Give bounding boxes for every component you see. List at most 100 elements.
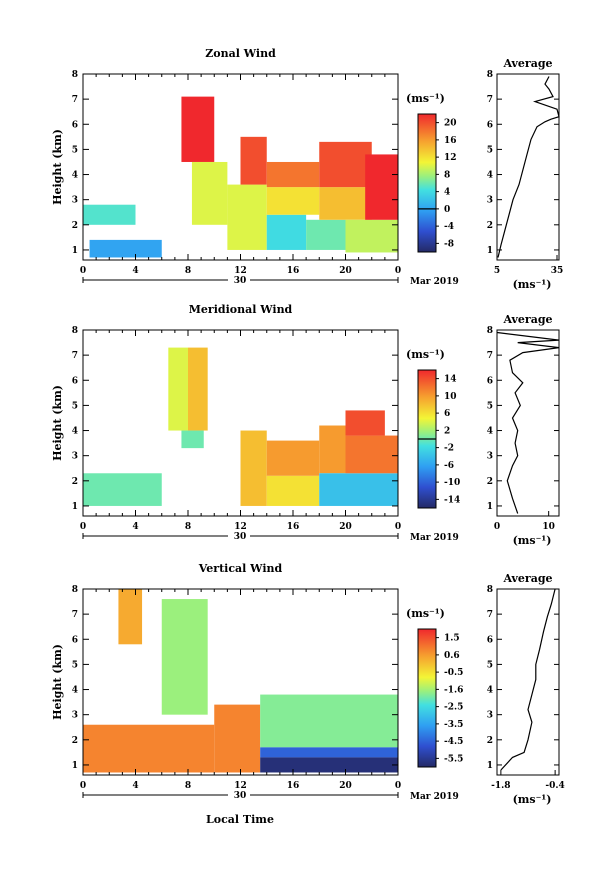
colorbar-tick-label: 14 [444, 375, 457, 385]
colorbar-tick-label: 20 [444, 119, 457, 129]
y-tick-label: 8 [72, 326, 78, 336]
colorbar-unit: (ms⁻¹) [406, 348, 445, 361]
y-tick-label: 4 [72, 686, 78, 696]
colorbar-tick-label: -4.5 [444, 737, 463, 747]
y-tick-label: 5 [72, 145, 78, 155]
profile-y-tick-label: 7 [487, 610, 493, 620]
profile-frame [496, 73, 560, 261]
heatmap-cell [319, 473, 398, 506]
profile-y-tick-label: 3 [487, 196, 493, 206]
heatmap-cells [83, 347, 398, 506]
y-tick-label: 3 [72, 452, 78, 462]
colorbar-tick-label: 2 [444, 426, 450, 436]
colorbar-tick-label: -5.5 [444, 754, 463, 764]
profile-y-tick-label: 2 [487, 221, 493, 231]
y-tick-label: 1 [72, 502, 78, 512]
heatmap-cell [240, 430, 267, 506]
day-label-bg [228, 531, 250, 541]
profile-y-tick-label: 8 [487, 585, 493, 595]
heatmap-cell [181, 430, 204, 449]
x-tick-label: 4 [132, 781, 138, 791]
profile-y-tick-label: 7 [487, 351, 493, 361]
day-label: 30 [234, 791, 247, 801]
x-tick-label: 20 [339, 266, 352, 276]
date-label: Mar 2019 [410, 277, 459, 287]
profile-y-tick-label: 5 [487, 145, 493, 155]
day-label: 30 [234, 532, 247, 542]
colorbar-tick-label: -14 [444, 495, 460, 505]
colorbar-tick-label: 8 [444, 170, 450, 180]
day-label-bg [228, 790, 250, 800]
colorbar-tick-label: -8 [444, 239, 454, 249]
colorbar-tick-label: -2.5 [444, 703, 463, 713]
heatmap-cell [188, 347, 208, 431]
heatmap-cell [365, 154, 398, 220]
profile-y-tick-label: 6 [487, 376, 493, 386]
x-tick-label: 12 [234, 266, 247, 276]
x-tick-label: 8 [185, 781, 191, 791]
y-tick-label: 2 [72, 736, 78, 746]
colorbar-tick-label: -0.5 [444, 668, 463, 678]
colorbar [417, 113, 437, 253]
x-tick-label: 16 [287, 266, 300, 276]
profile-y-tick-label: 3 [487, 452, 493, 462]
x-tick-label: 0 [80, 781, 86, 791]
heatmap-cell [227, 184, 267, 250]
heatmap-cell [266, 214, 307, 250]
profile-y-tick-label: 3 [487, 711, 493, 721]
x-tick-label: 20 [339, 781, 352, 791]
heatmap-cell [161, 599, 208, 715]
colorbar-tick-label: 1.5 [444, 634, 460, 644]
y-tick-label: 2 [72, 221, 78, 231]
profile-y-tick-label: 6 [487, 120, 493, 130]
y-tick-label: 4 [72, 427, 78, 437]
colorbar-tick-label: -4 [444, 222, 454, 232]
chart-title: Vertical Wind [198, 562, 283, 575]
date-label: Mar 2019 [410, 792, 459, 802]
y-tick-label: 4 [72, 171, 78, 181]
x-tick-label: 0 [395, 781, 401, 791]
x-tick-label: 0 [80, 266, 86, 276]
x-tick-label: 12 [234, 522, 247, 532]
heatmap-cell [168, 347, 188, 431]
profile-y-tick-label: 5 [487, 401, 493, 411]
x-tick-label: 4 [132, 266, 138, 276]
heatmap-cell [266, 187, 320, 215]
profile-x-tick-label: 35 [551, 266, 564, 276]
heatmap-cell [118, 589, 143, 645]
heatmap-cell [214, 704, 261, 773]
profile-x-label: (ms⁻¹) [513, 534, 552, 547]
profile-y-tick-label: 6 [487, 635, 493, 645]
y-tick-label: 5 [72, 660, 78, 670]
heatmap-cell [345, 410, 385, 436]
colorbar-tick-label: 10 [444, 392, 457, 402]
y-tick-label: 1 [72, 246, 78, 256]
profile-y-tick-label: 7 [487, 95, 493, 105]
x-tick-label: 16 [287, 522, 300, 532]
colorbar-tick-label: 16 [444, 136, 457, 146]
chart-title: Zonal Wind [205, 47, 276, 60]
profile-line [496, 331, 560, 514]
heatmap-cell [260, 747, 398, 758]
y-tick-label: 7 [72, 610, 78, 620]
x-tick-label: 12 [234, 781, 247, 791]
heatmap-cell [89, 239, 162, 258]
x-tick-label: 8 [185, 522, 191, 532]
y-tick-label: 8 [72, 585, 78, 595]
heatmap-cell [260, 694, 398, 748]
date-label: Mar 2019 [410, 533, 459, 543]
y-tick-label: 3 [72, 196, 78, 206]
heatmap-cell [345, 435, 398, 474]
y-axis-label: Height (km) [51, 385, 64, 461]
profile-y-tick-label: 8 [487, 326, 493, 336]
y-tick-label: 5 [72, 401, 78, 411]
colorbar-tick-label: -10 [444, 478, 460, 488]
profile-y-tick-label: 4 [487, 427, 493, 437]
heatmap-cell [266, 440, 320, 476]
profile-x-tick-label: 10 [542, 522, 555, 532]
y-tick-label: 6 [72, 635, 78, 645]
